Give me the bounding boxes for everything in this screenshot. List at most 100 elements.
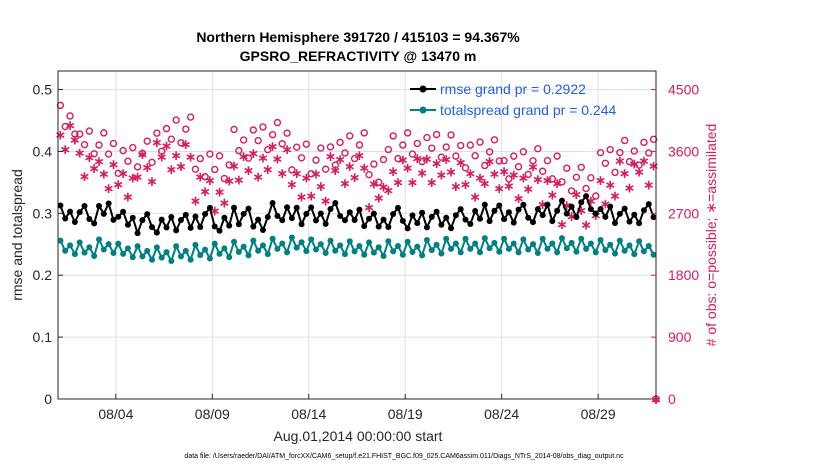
totalspread-line bbox=[59, 234, 655, 264]
totalspread-point bbox=[515, 249, 522, 256]
assimilated-obs-marker: ∗ bbox=[175, 159, 187, 175]
rmse-point bbox=[563, 210, 570, 217]
rmse-point bbox=[202, 210, 209, 217]
possible-obs-marker bbox=[71, 130, 79, 138]
assimilated-obs-marker: ∗ bbox=[291, 166, 303, 182]
rmse-point bbox=[134, 230, 141, 237]
assimilated-obs-marker: ∗ bbox=[440, 152, 452, 168]
right-tick-label: 900 bbox=[668, 329, 692, 345]
assimilated-obs-marker: ∗ bbox=[402, 161, 414, 177]
right-tick-label: 2700 bbox=[668, 205, 699, 221]
assimilated-obs-marker: ∗ bbox=[267, 139, 279, 155]
rmse-point bbox=[71, 219, 78, 226]
totalspread-point bbox=[419, 252, 426, 259]
totalspread-point bbox=[631, 251, 638, 258]
rmse-point bbox=[303, 210, 310, 217]
assimilated-obs-marker: ∗ bbox=[59, 142, 71, 158]
possible-obs-marker bbox=[630, 147, 638, 155]
rmse-point bbox=[158, 216, 165, 223]
totalspread-point bbox=[279, 240, 286, 247]
assimilated-obs-marker: ∗ bbox=[64, 118, 76, 134]
assimilated-obs-marker: ∗ bbox=[450, 179, 462, 195]
totalspread-point bbox=[327, 237, 334, 244]
totalspread-point bbox=[534, 249, 541, 256]
rmse-point bbox=[81, 203, 88, 210]
possible-obs-marker bbox=[514, 163, 523, 171]
possible-obs-marker bbox=[211, 165, 219, 174]
assimilated-obs-marker: ∗ bbox=[190, 193, 202, 209]
assimilated-obs-marker: ∗ bbox=[585, 194, 597, 210]
possible-obs-marker bbox=[100, 129, 108, 137]
possible-obs-marker bbox=[490, 136, 499, 144]
assimilated-obs-marker: ∗ bbox=[247, 146, 259, 162]
totalspread-point bbox=[399, 251, 406, 258]
possible-obs-marker bbox=[283, 129, 291, 137]
x-tick-label: 08/29 bbox=[581, 406, 616, 422]
possible-obs-marker bbox=[447, 131, 455, 139]
assimilated-obs-marker: ∗ bbox=[518, 171, 530, 187]
totalspread-point bbox=[448, 245, 455, 252]
totalspread-point bbox=[583, 245, 590, 252]
plot-frame bbox=[57, 70, 657, 400]
possible-obs-marker bbox=[471, 152, 479, 160]
y-axis-label-right: # of obs: o=possible; ∗=assimilated bbox=[703, 124, 719, 347]
legend-spread-marker bbox=[419, 106, 427, 114]
assimilated-obs-marker: ∗ bbox=[378, 180, 390, 196]
assimilated-obs-marker: ∗ bbox=[407, 175, 419, 191]
assimilated-obs-marker: ∗ bbox=[320, 193, 332, 209]
possible-obs-marker bbox=[293, 143, 301, 151]
rmse-point bbox=[423, 224, 430, 231]
possible-obs-marker bbox=[553, 152, 561, 160]
rmse-point bbox=[496, 202, 503, 209]
possible-obs-marker bbox=[259, 123, 267, 131]
assimilated-obs-marker: ∗ bbox=[633, 165, 645, 181]
totalspread-point bbox=[467, 245, 474, 252]
totalspread-point bbox=[67, 242, 74, 249]
possible-obs-marker bbox=[616, 148, 624, 157]
totalspread-point bbox=[394, 242, 401, 249]
possible-obs-marker bbox=[577, 163, 585, 171]
assimilated-obs-marker: ∗ bbox=[368, 176, 380, 192]
rmse-point bbox=[462, 216, 469, 223]
possible-obs-marker bbox=[399, 141, 407, 149]
possible-obs-marker bbox=[524, 170, 532, 179]
assimilated-obs-marker: ∗ bbox=[479, 176, 491, 192]
rmse-point bbox=[438, 221, 445, 228]
totalspread-point bbox=[91, 253, 98, 260]
possible-obs-marker bbox=[273, 118, 282, 127]
rmse-point bbox=[428, 213, 435, 220]
assimilated-obs-marker: ∗ bbox=[170, 148, 182, 164]
assimilated-obs-marker: ∗ bbox=[556, 217, 568, 233]
possible-obs-marker bbox=[375, 178, 383, 186]
possible-obs-marker bbox=[437, 153, 446, 161]
possible-obs-marker bbox=[254, 136, 262, 145]
totalspread-point bbox=[274, 245, 281, 252]
assimilated-obs-marker: ∗ bbox=[233, 173, 245, 189]
possible-obs-marker bbox=[423, 133, 431, 142]
totalspread-point bbox=[221, 245, 228, 252]
rmse-point bbox=[626, 218, 633, 225]
rmse-point bbox=[501, 216, 508, 223]
rmse-point bbox=[607, 203, 614, 210]
rmse-point bbox=[317, 210, 324, 217]
totalspread-point bbox=[621, 247, 628, 254]
assimilated-obs-marker: ∗ bbox=[98, 167, 110, 183]
possible-obs-marker bbox=[476, 138, 484, 146]
rmse-point bbox=[534, 206, 541, 213]
possible-obs-marker bbox=[563, 164, 571, 172]
possible-obs-marker bbox=[215, 152, 224, 160]
rmse-point bbox=[568, 203, 575, 210]
possible-obs-marker bbox=[172, 116, 180, 124]
possible-obs-marker bbox=[360, 129, 368, 137]
rmse-point bbox=[284, 204, 291, 211]
assimilated-obs-marker: ∗ bbox=[411, 151, 423, 167]
right-tick-label: 1800 bbox=[668, 267, 699, 283]
rmse-point bbox=[621, 205, 628, 212]
assimilated-obs-marker: ∗ bbox=[522, 182, 534, 198]
assimilated-obs-marker: ∗ bbox=[281, 142, 293, 158]
possible-obs-marker bbox=[582, 184, 590, 193]
left-tick-label: 0 bbox=[44, 391, 52, 407]
possible-obs-marker bbox=[635, 161, 643, 169]
rmse-point bbox=[554, 207, 561, 214]
possible-obs-marker bbox=[307, 170, 315, 178]
